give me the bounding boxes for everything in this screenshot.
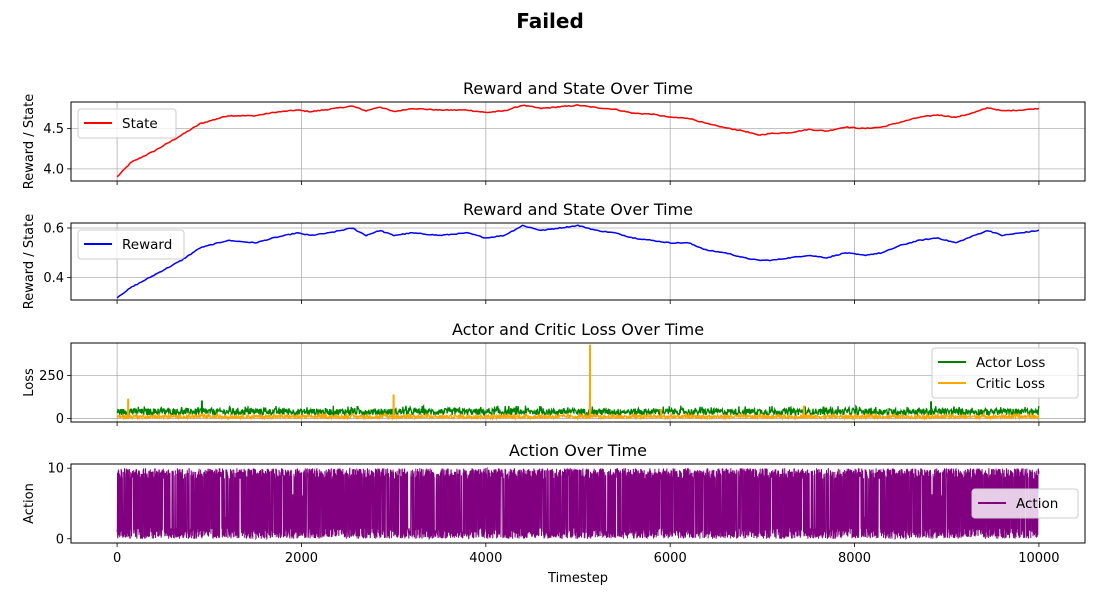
legend-label: Actor Loss <box>976 355 1045 371</box>
x-tick-label: 0 <box>113 551 121 566</box>
y-axis-label: Action <box>22 483 37 524</box>
x-tick-label: 4000 <box>469 551 502 566</box>
y-axis-label: Reward / State <box>22 94 37 189</box>
subplot-title: Actor and Critic Loss Over Time <box>452 320 704 339</box>
series-line-action <box>116 466 1040 541</box>
y-tick-label: 4.0 <box>43 162 64 177</box>
series-line-actor-loss <box>116 400 1040 418</box>
legend: Reward <box>77 229 185 260</box>
subplot-title: Action Over Time <box>509 441 647 460</box>
y-tick-label: 0 <box>56 532 64 547</box>
plot-area <box>116 466 1040 541</box>
x-tick-label: 2000 <box>285 551 318 566</box>
axes-frame <box>70 222 1086 301</box>
figure-suptitle: Failed <box>516 9 584 33</box>
legend-label: Action <box>1016 496 1058 512</box>
plot-area <box>116 344 1040 421</box>
legend-frame <box>77 108 177 139</box>
subplot-title: Reward and State Over Time <box>463 200 693 219</box>
x-tick-label: 6000 <box>654 551 687 566</box>
x-axis-label: Timestep <box>547 571 608 586</box>
y-tick-label: 0.6 <box>43 221 64 236</box>
subplots: Reward and State Over Time Reward / State… <box>22 79 1086 566</box>
y-tick-label: 0 <box>56 412 64 427</box>
series-line-reward <box>116 224 1040 299</box>
axes-frame <box>70 342 1086 423</box>
y-tick-label: 250 <box>39 369 64 384</box>
legend: Action <box>971 488 1079 519</box>
series-line-state <box>116 104 1040 178</box>
x-tick-label: 8000 <box>838 551 871 566</box>
plot-area <box>116 224 1040 299</box>
legend-frame <box>77 229 185 260</box>
axes-frame <box>70 101 1086 182</box>
subplot-3: Actor and Critic Loss Over Time Loss 0 250 A… <box>22 320 1086 427</box>
y-axis-label: Reward / State <box>22 214 37 309</box>
legend-frame <box>971 488 1079 519</box>
y-tick-label: 10 <box>47 462 64 477</box>
subplot-title: Reward and State Over Time <box>463 79 693 98</box>
plot-area <box>116 104 1040 178</box>
subplot-4: Action Over Time Action 0 10 0 2000 4000 6000 80… <box>22 441 1086 566</box>
y-tick-label: 4.5 <box>43 122 64 137</box>
subplot-1: Reward and State Over Time Reward / State… <box>22 79 1086 189</box>
legend-label: Reward <box>122 237 172 253</box>
y-tick-label: 0.4 <box>43 271 64 286</box>
legend: State <box>77 108 177 139</box>
legend-frame <box>931 347 1079 399</box>
series-line-critic-loss <box>116 344 1040 421</box>
axes-frame <box>70 463 1086 544</box>
subplot-2: Reward and State Over Time Reward / State… <box>22 200 1086 309</box>
x-tick-label: 10000 <box>1018 551 1059 566</box>
legend: Actor Loss Critic Loss <box>931 347 1079 399</box>
legend-label: State <box>122 116 158 132</box>
y-axis-label: Loss <box>22 368 37 397</box>
legend-label: Critic Loss <box>976 376 1045 392</box>
